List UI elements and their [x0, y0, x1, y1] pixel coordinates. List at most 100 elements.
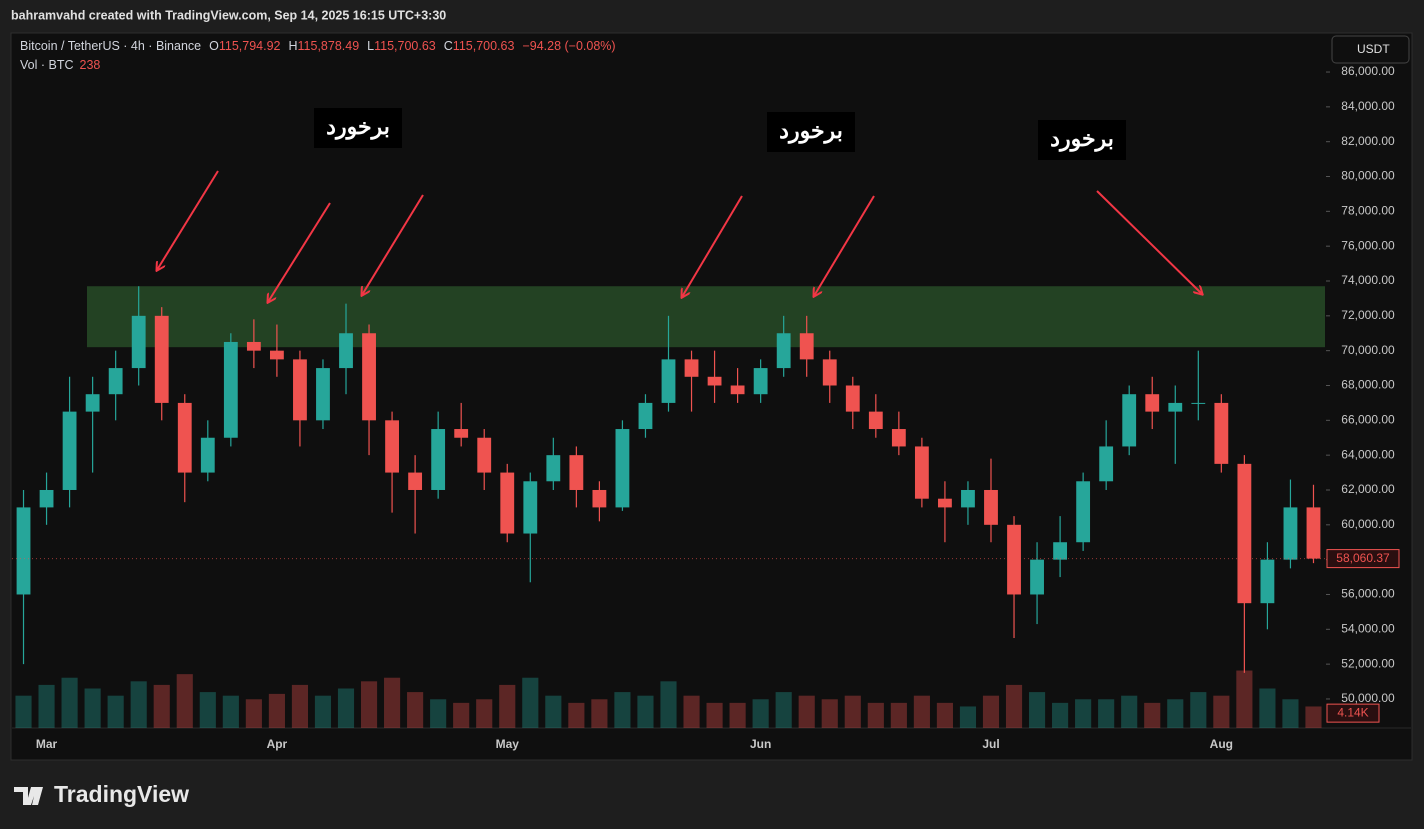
- volume-bar: [798, 695, 815, 728]
- volume-bar: [1305, 706, 1322, 728]
- volume-bar: [1005, 684, 1023, 728]
- ohlc-value: 115,794.92: [219, 39, 281, 53]
- y-tick-label: 80,000.00: [1341, 169, 1395, 183]
- y-tick-label: 64,000.00: [1341, 447, 1395, 461]
- volume-bar: [430, 699, 447, 728]
- y-tick-label: 68,000.00: [1341, 378, 1395, 392]
- candle-body: [477, 437, 492, 473]
- y-tick-label: 86,000.00: [1341, 64, 1395, 78]
- ohlc-value: 115,700.63: [453, 39, 515, 53]
- volume-bar: [360, 681, 378, 728]
- volume-bar: [61, 677, 78, 728]
- candle-body: [984, 489, 998, 525]
- candle-body: [1053, 542, 1068, 560]
- candle-body: [408, 472, 423, 490]
- candle-body: [938, 498, 952, 508]
- candle-body: [592, 489, 607, 508]
- y-tick-label: 50,000.00: [1341, 691, 1395, 705]
- volume-bar: [614, 692, 631, 728]
- volume-bar: [637, 695, 654, 728]
- arrow: [814, 195, 875, 296]
- candle-body: [776, 333, 791, 369]
- candle-body: [1099, 446, 1114, 482]
- candle-body: [177, 402, 192, 473]
- volume-bar: [1052, 702, 1069, 728]
- volume-bar: [867, 702, 884, 728]
- candle-body: [1122, 394, 1137, 447]
- y-tick-label: 62,000.00: [1341, 482, 1395, 496]
- x-tick-label: Apr: [267, 737, 288, 751]
- volume-bar: [522, 677, 539, 728]
- volume-bar: [245, 699, 262, 728]
- volume-bar: [1028, 692, 1046, 728]
- annotation: برخورد: [1050, 126, 1114, 152]
- arrow: [362, 194, 424, 295]
- volume-bar: [407, 692, 424, 728]
- candle-body: [1260, 559, 1275, 604]
- y-tick-label: 82,000.00: [1341, 134, 1395, 148]
- ohlc-key: C: [444, 39, 453, 53]
- candle-body: [362, 333, 376, 421]
- currency[interactable]: USDT: [1357, 42, 1390, 56]
- brand: TradingView: [14, 781, 189, 807]
- volume-bar: [729, 702, 746, 728]
- volume-bar: [1121, 695, 1138, 728]
- volume-bar: [15, 695, 32, 728]
- volume-legend-value: 238: [80, 58, 101, 72]
- candle-body: [1283, 507, 1298, 560]
- volume-bar: [291, 684, 309, 728]
- volume-bar: [38, 684, 55, 728]
- volume-bar: [337, 688, 355, 728]
- candle-body: [868, 411, 883, 430]
- arrow: [268, 202, 331, 302]
- volume-bar: [1282, 699, 1299, 728]
- x-tick-label: Jun: [750, 737, 771, 751]
- volume-bar: [107, 695, 124, 728]
- candle-body: [500, 472, 515, 534]
- currency-button[interactable]: [1331, 35, 1410, 64]
- last-price-label: 58,060.37: [1336, 551, 1390, 565]
- candle-body: [661, 359, 676, 403]
- arrow: [157, 170, 219, 270]
- volume-bar: [913, 695, 930, 728]
- volume-bar: [1167, 699, 1184, 728]
- candle-body: [753, 368, 768, 395]
- ohlc-value: 115,700.63: [374, 39, 436, 53]
- candle-body: [223, 341, 238, 438]
- candle-body: [822, 359, 837, 386]
- volume-bar: [936, 702, 953, 728]
- annotation-box: [767, 112, 855, 152]
- candle-body: [1168, 402, 1183, 412]
- volume-bar: [153, 684, 170, 728]
- volume-bar: [844, 695, 861, 728]
- candle-body: [638, 402, 653, 430]
- ohlc-key: H: [289, 39, 298, 53]
- y-tick-label: 76,000.00: [1341, 238, 1395, 252]
- volume-bar: [545, 695, 562, 728]
- y-tick-label: 78,000.00: [1341, 204, 1395, 218]
- volume-bar: [476, 699, 493, 728]
- volume-bar: [84, 688, 101, 728]
- y-tick-label: 70,000.00: [1341, 343, 1395, 357]
- candle-body: [914, 446, 929, 499]
- candle-body: [154, 315, 169, 403]
- candle-body: [39, 489, 54, 508]
- ohlc-key: O: [209, 39, 219, 53]
- y-tick-label: 52,000.00: [1341, 656, 1395, 670]
- y-tick-label: 54,000.00: [1341, 621, 1395, 635]
- brand-name: TradingView: [54, 781, 189, 807]
- candle-body: [200, 437, 215, 473]
- candle-body: [1237, 463, 1252, 604]
- y-tick-label: 60,000.00: [1341, 517, 1395, 531]
- volume-bar: [1236, 670, 1253, 728]
- volume-bar: [222, 695, 239, 728]
- legend: Bitcoin / TetherUS · 4h · Binance O115,79…: [20, 39, 616, 72]
- volume-bar: [1213, 695, 1230, 728]
- candle-body: [1030, 559, 1044, 595]
- ohlc-value: 115,878.49: [298, 39, 360, 53]
- volume-bar: [130, 681, 147, 728]
- candle-body: [1145, 394, 1160, 412]
- candle-body: [1191, 402, 1206, 404]
- volume-bar: [1144, 702, 1161, 728]
